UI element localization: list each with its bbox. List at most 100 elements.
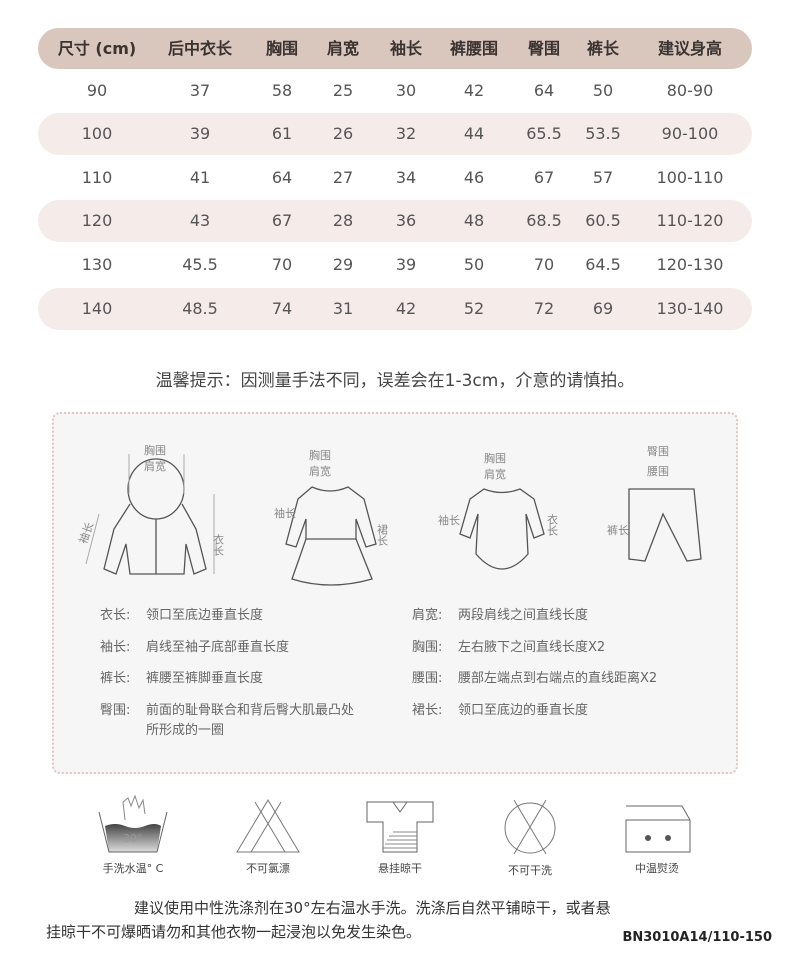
table-cell: 32 [395, 124, 417, 143]
table-cell: 61 [271, 124, 293, 143]
definition-chest: 胸围: 左右腋下之间直线长度X2 [412, 638, 605, 658]
def-text: 两段肩线之间直线长度 [458, 608, 589, 623]
table-cell: 58 [271, 81, 293, 100]
definition-hip: 臀围: 前面的耻骨联合和背后臀大肌最凸处 所形成的一圈 [100, 701, 354, 741]
label: 裤长 [607, 523, 629, 537]
care-no-bleach: 不可氯漂 [213, 796, 323, 876]
care-label: 不可氯漂 [246, 862, 290, 875]
def-label: 臀围: [100, 703, 131, 718]
table-cell: 140 [81, 299, 113, 318]
def-text: 所形成的一圈 [146, 723, 225, 738]
def-text: 裤腰至裤脚垂直长度 [146, 671, 264, 686]
table-cell: 68.5 [526, 211, 562, 230]
care-label: 中温熨烫 [635, 862, 679, 875]
medium-iron-icon [625, 805, 691, 853]
definition-pants: 裤长: 裤腰至裤脚垂直长度 [100, 669, 263, 689]
table-cell: 100 [81, 124, 113, 143]
table-cell: 50 [592, 81, 614, 100]
care-hand-wash: 30° 手洗水温° C [78, 792, 188, 876]
table-cell: 29 [332, 255, 354, 274]
def-text: 前面的耻骨联合和背后臀大肌最凸处 [146, 703, 355, 718]
label: 胸围 [309, 448, 331, 462]
measurement-guide: 胸围 肩宽 袖长 衣长 胸围 肩宽 袖长 裙长 胸围 肩宽 袖长 衣长 臀围 腰… [52, 412, 738, 774]
care-label: 手洗水温° C [102, 862, 164, 875]
def-label: 胸围: [412, 640, 443, 655]
table-cell: 42 [463, 81, 485, 100]
label: 衣长 [546, 513, 559, 536]
care-instructions: 建议使用中性洗涤剂在30°左右温水手洗。洗涤后自然平铺晾干，或者悬 挂晾干不可爆… [46, 896, 730, 944]
hang-dry-icon [366, 801, 434, 853]
table-row: 90 37 58 25 30 42 64 50 80-90 [38, 70, 752, 112]
romper-diagram-icon: 胸围 肩宽 袖长 衣长 [438, 451, 559, 570]
def-label: 袖长: [100, 640, 131, 655]
def-text: 肩线至袖子底部垂直长度 [146, 640, 290, 655]
def-text: 腰部左端点到右端点的直线距离X2 [458, 671, 658, 686]
label: 胸围 [144, 443, 166, 457]
table-row: 110 41 64 27 34 46 67 57 100-110 [38, 157, 752, 199]
table-cell: 48.5 [182, 299, 218, 318]
table-cell: 72 [533, 299, 555, 318]
care-medium-iron: 中温熨烫 [602, 802, 712, 876]
header-cell: 裤长 [586, 39, 620, 58]
table-cell: 130-140 [656, 299, 724, 318]
care-no-dry-clean: 不可干洗 [475, 796, 585, 878]
label: 袖长 [438, 513, 460, 527]
definition-shoulder: 肩宽: 两段肩线之间直线长度 [412, 606, 588, 626]
table-row: 120 43 67 28 36 48 68.5 60.5 110-120 [38, 200, 752, 242]
table-cell: 80-90 [666, 81, 714, 100]
table-cell: 25 [332, 81, 354, 100]
dress-diagram-icon: 胸围 肩宽 袖长 裙长 [274, 448, 389, 586]
label: 肩宽 [144, 459, 166, 473]
header-cell: 后中衣长 [167, 39, 233, 58]
table-cell: 90 [86, 81, 108, 100]
table-cell: 64.5 [585, 255, 621, 274]
care-hang-dry: 悬挂晾干 [345, 798, 455, 876]
label: 裙长 [376, 524, 389, 546]
def-text: 左右腋下之间直线长度X2 [458, 640, 606, 655]
table-cell: 43 [189, 211, 211, 230]
label: 衣长 [212, 533, 225, 556]
table-cell: 70 [533, 255, 555, 274]
table-cell: 34 [395, 168, 417, 187]
definition-waist: 腰围: 腰部左端点到右端点的直线距离X2 [412, 669, 657, 689]
table-row: 140 48.5 74 31 42 52 72 69 130-140 [38, 288, 752, 330]
table-cell: 30 [395, 81, 417, 100]
table-cell: 120-130 [656, 255, 724, 274]
header-cell: 袖长 [389, 39, 423, 58]
definition-skirt: 裙长: 领口至底边的垂直长度 [412, 701, 588, 721]
table-cell: 90-100 [661, 124, 719, 143]
table-cell: 28 [332, 211, 354, 230]
def-text: 领口至底边垂直长度 [146, 608, 264, 623]
table-header: 尺寸 (cm) 后中衣长 胸围 肩宽 袖长 裤腰围 臀围 裤长 建议身高 [38, 28, 752, 69]
table-cell: 64 [533, 81, 555, 100]
table-cell: 70 [271, 255, 293, 274]
header-cell: 臀围 [527, 39, 561, 58]
header-cell: 肩宽 [326, 39, 360, 58]
table-cell: 50 [463, 255, 485, 274]
definition-length: 衣长: 领口至底边垂直长度 [100, 606, 263, 626]
temperature: 30° [123, 832, 143, 845]
table-cell: 39 [395, 255, 417, 274]
table-cell: 42 [395, 299, 417, 318]
no-bleach-icon [236, 799, 300, 853]
def-label: 裤长: [100, 671, 131, 686]
pants-diagram-icon: 臀围 腰围 裤长 [607, 445, 702, 562]
table-cell: 45.5 [182, 255, 218, 274]
header-cell: 建议身高 [657, 39, 723, 58]
care-label: 悬挂晾干 [378, 862, 422, 875]
table-cell: 36 [395, 211, 417, 230]
tip-text: 温馨提示：因测量手法不同，误差会在1-3cm，介意的请慎拍。 [155, 371, 635, 391]
table-cell: 69 [592, 299, 614, 318]
label: 肩宽 [484, 467, 506, 481]
care-instructions-line: 挂晾干不可爆晒请勿和其他衣物一起浸泡以免发生染色。 [46, 923, 422, 941]
def-label: 肩宽: [412, 608, 443, 623]
table-cell: 67 [271, 211, 293, 230]
no-dry-clean-icon [504, 799, 556, 855]
table-cell: 57 [592, 168, 614, 187]
product-code: BN3010A14/110-150 [622, 930, 772, 945]
label: 袖长 [274, 506, 296, 520]
label: 肩宽 [309, 464, 331, 478]
table-cell: 46 [463, 168, 485, 187]
table-cell: 120 [81, 211, 113, 230]
table-cell: 52 [463, 299, 485, 318]
